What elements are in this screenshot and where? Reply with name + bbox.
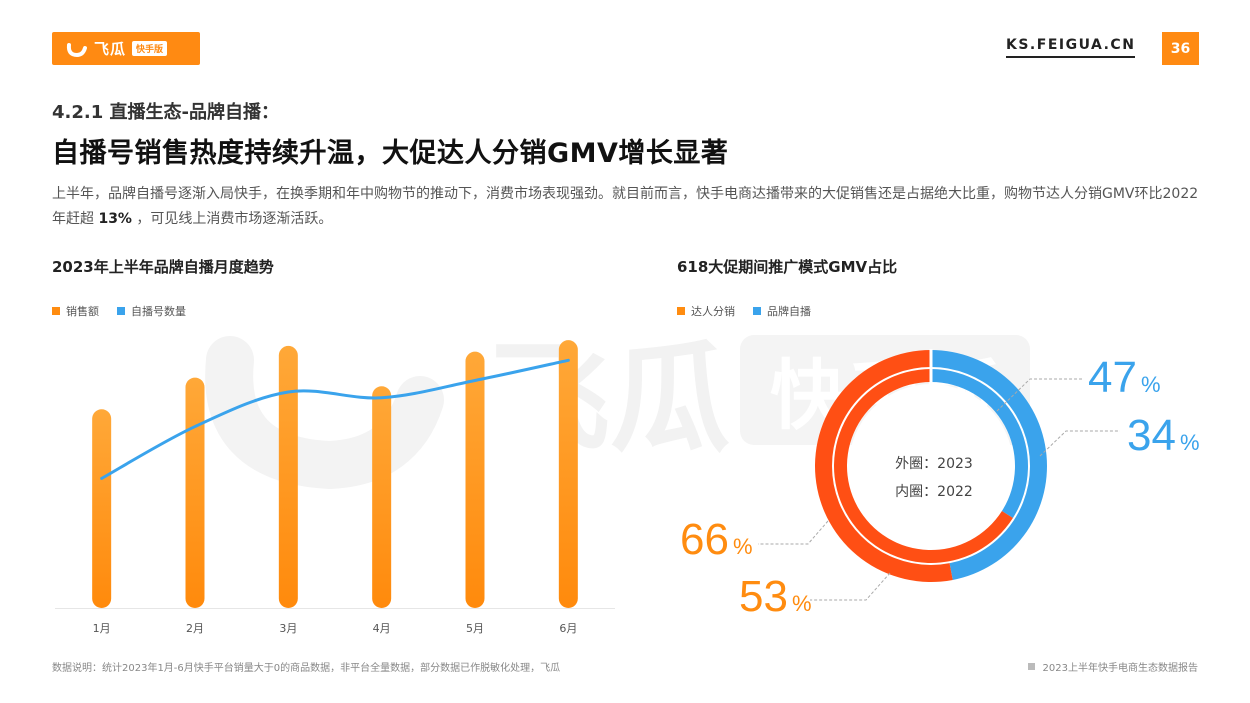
feigua-logo-icon	[66, 42, 87, 57]
data-label-3: 66%	[680, 515, 753, 564]
x-tick-label-1: 1月	[93, 622, 111, 635]
x-tick-label-6: 6月	[559, 622, 577, 635]
feigua-logo[interactable]: 飞瓜 快手版	[52, 32, 200, 65]
donut-chart-legend: 达人分销 品牌自播	[677, 303, 829, 319]
donut-hole	[849, 384, 1013, 548]
site-link[interactable]: KS.FEIGUA.CN	[1006, 37, 1136, 58]
outer-ring-slice-brand	[931, 350, 1047, 580]
legend-item-brand: 品牌自播	[753, 303, 811, 319]
data-label-unit-1: %	[1141, 372, 1161, 397]
data-label-unit-2: %	[1180, 430, 1200, 455]
report-name: 2023上半年快手电商生态数据报告	[1027, 659, 1198, 674]
description: 上半年，品牌自播号逐渐入局快手，在换季期和年中购物节的推动下，消费市场表现强劲。…	[52, 182, 1202, 232]
data-label-unit-3: %	[733, 534, 753, 559]
data-label-value-4: 53	[739, 572, 788, 621]
bar-1	[92, 409, 112, 608]
legend-item-accounts: 自播号数量	[117, 303, 186, 319]
data-label-1: 47%	[1088, 353, 1161, 402]
bar-2	[185, 377, 205, 608]
legend-label-brand: 品牌自播	[767, 305, 811, 318]
x-tick-label-5: 5月	[466, 622, 484, 635]
legend-swatch-brand	[753, 307, 761, 315]
bar-4	[372, 386, 392, 608]
data-label-value-3: 66	[680, 515, 729, 564]
legend-swatch-sales	[52, 307, 60, 315]
description-part1: 上半年，品牌自播号逐渐入局快手，在换季期和年中购物节的推动下，消费市场表现强劲。…	[52, 186, 1199, 227]
data-label-leader-3	[758, 520, 829, 545]
series-line-accounts	[100, 358, 570, 480]
page-title: 自播号销售热度持续升温，大促达人分销GMV增长显著	[52, 138, 729, 169]
logo-tag: 快手版	[132, 41, 168, 56]
logo-brand: 飞瓜	[94, 40, 127, 58]
data-label-leader-1	[996, 378, 1082, 412]
legend-swatch-influencer	[677, 307, 685, 315]
center-label-1: 外圈：2023	[895, 456, 973, 472]
report-square-icon	[1027, 663, 1035, 670]
footnote: 数据说明：统计2023年1月-6月快手平台销量大于0的商品数据，非平台全量数据，…	[52, 663, 561, 674]
x-tick-label-3: 3月	[279, 622, 297, 635]
data-label-value-1: 47	[1088, 353, 1137, 402]
bar-6	[558, 340, 578, 608]
outer-ring-slice-influencer	[814, 350, 953, 582]
donut-chart-title: 618大促期间推广模式GMV占比	[677, 258, 898, 276]
bar-5	[465, 351, 485, 608]
bar-3	[278, 345, 298, 608]
data-label-4: 53%	[739, 572, 812, 621]
legend-label-influencer: 达人分销	[691, 305, 735, 318]
legend-label-sales: 销售额	[66, 305, 99, 318]
center-label-2: 内圈：2022	[895, 484, 973, 500]
legend-swatch-accounts	[117, 307, 125, 315]
bar-chart-title: 2023年上半年品牌自播月度趋势	[52, 258, 274, 276]
data-label-leader-4	[810, 572, 891, 601]
data-label-unit-4: %	[792, 591, 812, 616]
report-name-text: 2023上半年快手电商生态数据报告	[1042, 663, 1198, 674]
watermark-brand: 飞瓜	[490, 330, 730, 469]
bar-chart-legend: 销售额 自播号数量	[52, 303, 204, 319]
description-highlight: 13%	[98, 211, 132, 227]
legend-item-sales: 销售额	[52, 303, 99, 319]
page-number: 36	[1162, 32, 1199, 65]
data-label-2: 34%	[1127, 411, 1200, 460]
section-label: 4.2.1 直播生态-品牌自播：	[52, 102, 279, 123]
legend-item-influencer: 达人分销	[677, 303, 735, 319]
description-part2: ，可见线上消费市场逐渐活跃。	[131, 211, 333, 227]
data-label-value-2: 34	[1127, 411, 1176, 460]
data-label-leader-2	[1039, 430, 1120, 457]
x-tick-label-4: 4月	[373, 622, 391, 635]
x-tick-label-2: 2月	[186, 622, 204, 635]
legend-label-accounts: 自播号数量	[131, 305, 186, 318]
inner-ring-slice-brand	[931, 369, 1028, 518]
